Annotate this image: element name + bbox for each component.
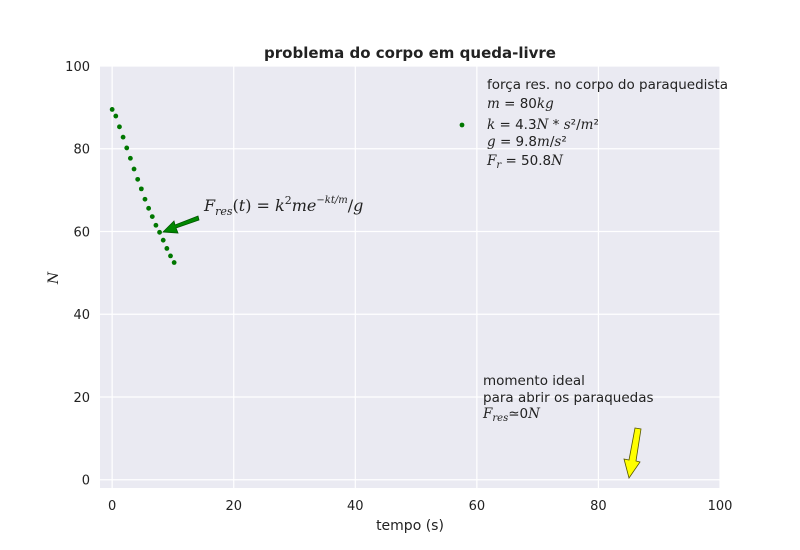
- open-chute-annotation: momento ideal para abrir os paraquedas F…: [482, 373, 654, 479]
- data-point: [164, 246, 170, 251]
- data-point: [146, 205, 152, 211]
- x-tick-label: 40: [347, 499, 364, 514]
- legend-title: força res. no corpo do paraquedista: [487, 77, 728, 93]
- x-tick-label: 60: [469, 499, 486, 514]
- data-point: [153, 222, 159, 228]
- data-point: [124, 145, 130, 151]
- formula-text: Fres(t) = k2me−kt/m/g: [203, 194, 363, 218]
- legend: força res. no corpo do paraquedista m = …: [459, 77, 728, 171]
- data-point: [138, 186, 144, 192]
- formula-annotation: Fres(t) = k2me−kt/m/g: [162, 194, 363, 234]
- data-point: [127, 155, 133, 161]
- legend-line-mass: m = 80kg: [487, 96, 554, 112]
- legend-marker: [459, 122, 465, 128]
- data-point: [160, 237, 166, 243]
- data-point: [142, 196, 148, 202]
- data-point: [135, 176, 141, 182]
- open-chute-line-1: momento ideal: [483, 373, 585, 389]
- y-tick-labels: 0 20 40 60 80 100: [65, 60, 90, 489]
- y-tick-label: 0: [82, 474, 90, 489]
- data-point: [117, 124, 122, 130]
- y-tick-label: 20: [73, 391, 90, 406]
- y-tick-label: 80: [73, 143, 90, 158]
- y-axis-label: N: [46, 271, 62, 285]
- x-tick-labels: 0 20 40 60 80 100: [108, 499, 732, 514]
- data-point: [113, 113, 119, 119]
- legend-line-g: g = 9.8m/s²: [487, 134, 567, 150]
- grid: [100, 65, 721, 488]
- x-tick-label: 0: [108, 499, 116, 514]
- legend-line-fr: Fr = 50.8N: [486, 153, 564, 171]
- legend-line-k: k = 4.3N * s²/m²: [487, 117, 599, 133]
- green-arrow: [162, 215, 200, 234]
- chart-title: problema do corpo em queda-livre: [264, 44, 556, 62]
- x-axis-label: tempo (s): [376, 518, 444, 534]
- plot-background: [100, 66, 720, 488]
- yellow-arrow: [623, 427, 642, 479]
- open-chute-line-2: para abrir os paraquedas: [483, 390, 654, 406]
- y-tick-label: 40: [73, 308, 90, 323]
- data-point: [120, 134, 126, 140]
- data-point: [149, 214, 155, 219]
- x-tick-label: 80: [590, 499, 607, 514]
- open-chute-line-3: Fres≃0N: [482, 406, 541, 424]
- data-point: [109, 107, 115, 112]
- y-tick-label: 100: [65, 60, 90, 75]
- data-point: [157, 229, 162, 235]
- x-tick-label: 100: [708, 499, 733, 514]
- data-point: [131, 166, 137, 172]
- data-point: [168, 253, 173, 259]
- data-point: [171, 260, 177, 265]
- data-points: [109, 107, 177, 265]
- x-tick-label: 20: [225, 499, 242, 514]
- y-tick-label: 60: [73, 225, 90, 240]
